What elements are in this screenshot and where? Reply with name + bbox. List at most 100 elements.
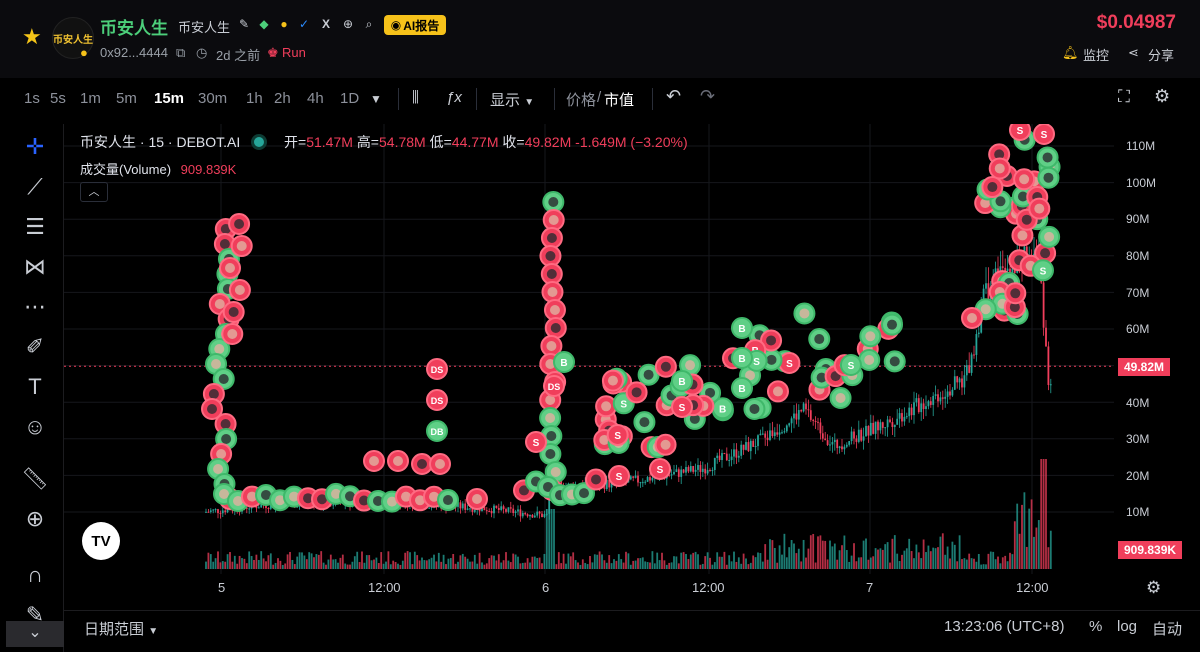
magnet-icon[interactable]: ∩ bbox=[27, 562, 43, 587]
tradingview-logo[interactable]: TV bbox=[82, 522, 120, 560]
date-range-button[interactable]: 日期范围 ▼ bbox=[84, 618, 158, 639]
x-twitter-icon[interactable]: X bbox=[321, 17, 330, 31]
percent-toggle[interactable]: % bbox=[1089, 618, 1103, 635]
volume-bar bbox=[397, 563, 399, 569]
volume-bar bbox=[788, 547, 791, 569]
verify-icon[interactable]: ✓ bbox=[298, 17, 310, 31]
lock-drawing-icon[interactable]: ✎ bbox=[25, 602, 45, 627]
candle-body bbox=[925, 406, 927, 410]
indicator-fx-icon[interactable]: ƒx bbox=[446, 89, 462, 106]
run-label[interactable]: Run bbox=[282, 45, 306, 60]
timeframe-2h[interactable]: 2h bbox=[274, 90, 291, 107]
volume-bar bbox=[879, 548, 882, 569]
auto-toggle[interactable]: 自动 bbox=[1152, 621, 1183, 638]
timeframe-1m[interactable]: 1m bbox=[80, 90, 101, 107]
pump-icon[interactable]: ◆ bbox=[259, 17, 269, 31]
chart-toolbar: 1s 5s 1m 5m 15m 30m 1h 2h 4h 1D ▼ ⫼ ƒx 显… bbox=[6, 84, 1196, 116]
candlestick-canvas[interactable]: DSDSDBBDSSBBSSBSSSBSBSSSBBBSSSSSS bbox=[64, 124, 1114, 574]
share-button[interactable]: 分享 bbox=[1148, 48, 1175, 63]
timeframe-15m[interactable]: 15m bbox=[154, 90, 185, 107]
settings-gear-icon[interactable]: ⚙ bbox=[1154, 86, 1171, 106]
price-toggle[interactable]: 价格 bbox=[566, 92, 597, 109]
timeframe-dropdown-icon[interactable]: ▼ bbox=[370, 92, 382, 106]
volume-bar bbox=[781, 554, 783, 569]
undo-icon[interactable]: ↶ bbox=[666, 86, 682, 106]
expand-tools-icon[interactable]: ⌄ bbox=[6, 621, 64, 647]
copy-icon[interactable]: ⧉ bbox=[176, 45, 186, 60]
trade-marker-face bbox=[373, 495, 383, 506]
trade-marker-face bbox=[219, 239, 230, 249]
volume-bar bbox=[310, 553, 313, 569]
share-icon[interactable]: ⋖ bbox=[1128, 45, 1139, 60]
timeframe-1h[interactable]: 1h bbox=[246, 90, 263, 107]
clock-readout[interactable]: 13:23:06 (UTC+8) bbox=[944, 618, 1065, 635]
axis-settings-icon[interactable]: ⚙ bbox=[1146, 578, 1162, 597]
toolbar-divider bbox=[554, 88, 555, 110]
trade-marker-label: B bbox=[738, 324, 745, 335]
edit-icon[interactable]: ✎ bbox=[238, 17, 250, 31]
zoom-icon[interactable]: ⊕ bbox=[25, 506, 45, 531]
pattern-icon[interactable]: ⋈ bbox=[24, 254, 46, 279]
timeframe-5m[interactable]: 5m bbox=[116, 90, 137, 107]
trade-marker-face bbox=[599, 434, 610, 445]
mcap-toggle[interactable]: 市值 bbox=[604, 92, 635, 109]
horizontal-lines-icon[interactable]: ☰ bbox=[25, 214, 45, 239]
ruler-icon[interactable]: 📏︎ bbox=[21, 466, 49, 491]
bell-icon[interactable]: 🔔︎ bbox=[1062, 45, 1079, 60]
globe-icon[interactable]: ⊕ bbox=[342, 17, 354, 31]
volume-bar bbox=[267, 555, 270, 569]
timeframe-30m[interactable]: 30m bbox=[198, 90, 228, 107]
candle-body bbox=[793, 413, 795, 419]
display-menu-button[interactable]: 显示 ▼ bbox=[490, 89, 534, 110]
fullscreen-icon[interactable]: ⛶ bbox=[1118, 87, 1130, 106]
favorite-star-icon[interactable]: ★ bbox=[22, 24, 42, 49]
token-address[interactable]: 0x92...4444 bbox=[100, 45, 168, 60]
candle-body bbox=[1006, 268, 1009, 272]
candle-type-icon[interactable]: ⫼ bbox=[412, 89, 419, 106]
volume-bar bbox=[925, 552, 927, 569]
volume-bar bbox=[764, 544, 767, 569]
volume-bar bbox=[728, 555, 731, 569]
crosshair-icon[interactable]: ✛ bbox=[25, 134, 45, 159]
volume-bar bbox=[488, 558, 491, 569]
candle-body bbox=[778, 432, 781, 435]
candle-body bbox=[951, 389, 954, 396]
trade-marker-face bbox=[766, 354, 777, 365]
search-icon[interactable]: ⌕ bbox=[365, 17, 373, 31]
emoji-icon[interactable]: ☺ bbox=[23, 414, 47, 439]
log-toggle[interactable]: log bbox=[1117, 618, 1138, 635]
candle-body bbox=[903, 416, 906, 422]
collapse-legend-button[interactable]: ︿ bbox=[80, 182, 108, 202]
ai-report-button[interactable]: ◉ AI报告 bbox=[384, 15, 446, 35]
brush-icon[interactable]: ✐ bbox=[25, 334, 45, 359]
timeframe-1s[interactable]: 1s bbox=[24, 90, 40, 107]
candle-body bbox=[248, 508, 251, 510]
candle-body bbox=[265, 505, 267, 508]
trade-marker-face bbox=[208, 389, 219, 399]
trade-marker-face bbox=[1034, 203, 1045, 214]
fib-icon[interactable]: ⋯ bbox=[24, 294, 46, 319]
holders-icon[interactable]: ● bbox=[280, 17, 288, 31]
candle-body bbox=[212, 509, 215, 511]
volume-bar bbox=[329, 554, 332, 569]
time-axis[interactable]: 5 12:00 6 12:00 7 12:00 bbox=[64, 574, 1114, 604]
text-tool-icon[interactable]: T bbox=[28, 374, 42, 399]
price-axis[interactable]: 110M 100M 90M 80M 70M 60M 40M 30M 20M 10… bbox=[1114, 124, 1200, 574]
watch-button[interactable]: 监控 bbox=[1083, 48, 1110, 63]
toolbar-divider bbox=[398, 88, 399, 110]
volume-bar bbox=[303, 555, 306, 569]
timeframe-1d[interactable]: 1D bbox=[340, 90, 360, 107]
timeframe-4h[interactable]: 4h bbox=[307, 90, 324, 107]
volume-bar bbox=[610, 563, 613, 569]
volume-bar bbox=[543, 553, 546, 569]
candle-body bbox=[745, 442, 747, 450]
trade-marker-label: S bbox=[1040, 266, 1047, 277]
volume-bar bbox=[826, 559, 829, 569]
candle-body bbox=[634, 475, 637, 478]
timeframe-5s[interactable]: 5s bbox=[50, 90, 66, 107]
trade-marker-face bbox=[393, 456, 403, 466]
redo-icon[interactable]: ↷ bbox=[700, 86, 716, 106]
price-chart[interactable]: DSDSDBBDSSBBSSBSSSBSBSSSBBBSSSSSS 币安人生 ·… bbox=[64, 124, 1114, 574]
volume-bar bbox=[394, 561, 397, 569]
trendline-icon[interactable]: ⟋ bbox=[27, 174, 43, 199]
